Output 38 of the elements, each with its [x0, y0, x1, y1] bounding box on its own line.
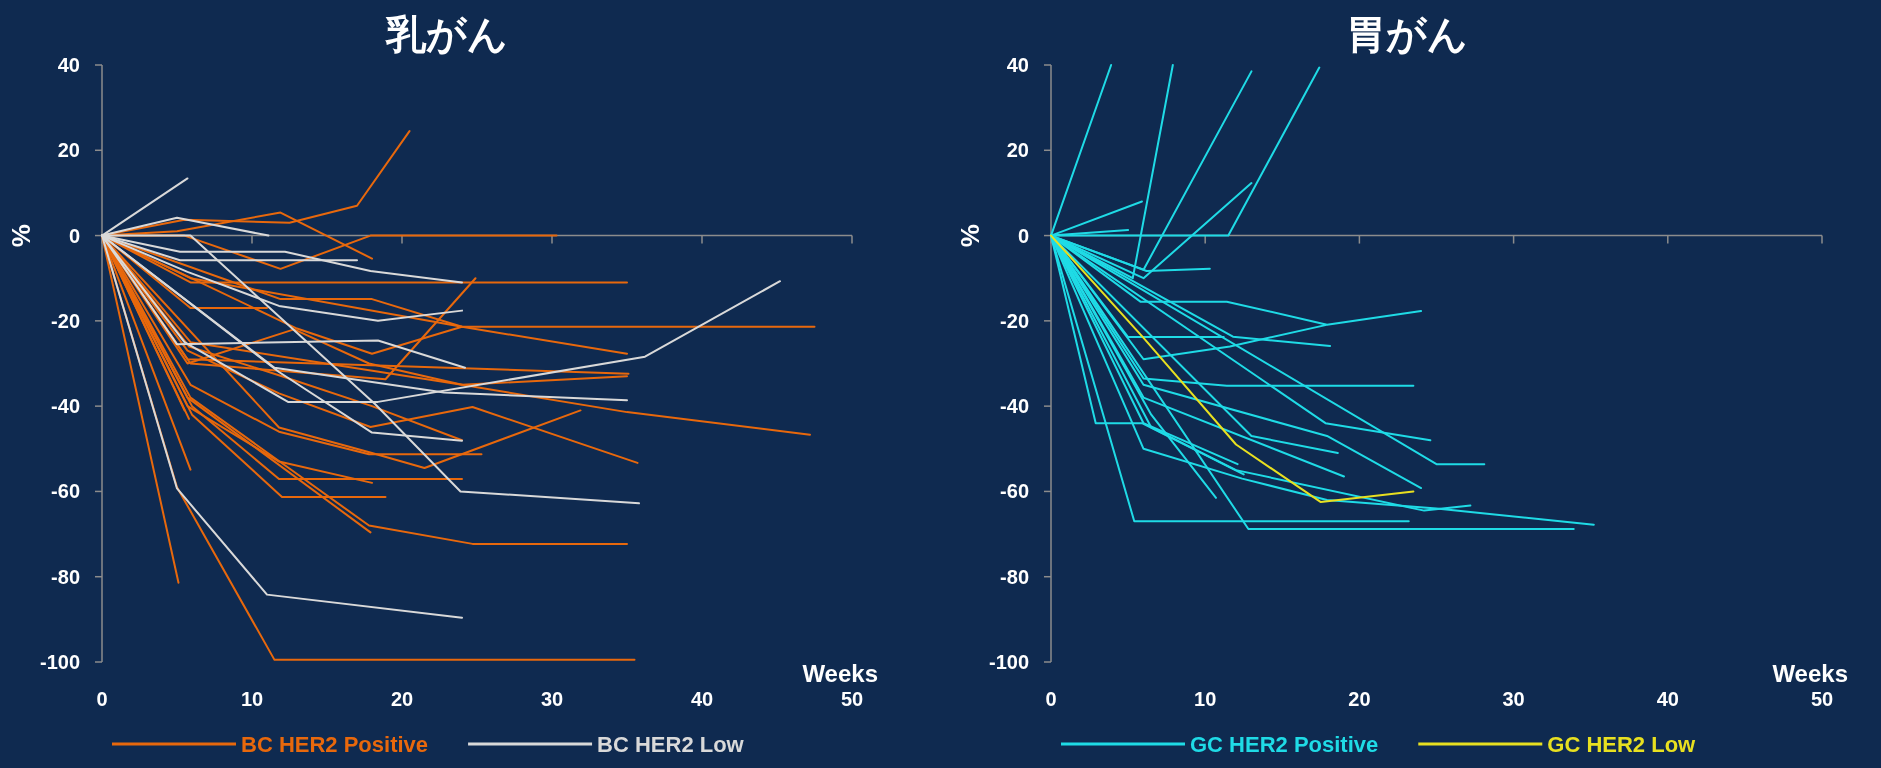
y-tick-label: -40: [1000, 395, 1029, 418]
y-tick-label: -100: [988, 651, 1029, 673]
y-tick-label: 20: [57, 139, 80, 162]
x-tick-label: 0: [1045, 688, 1057, 710]
y-tick-label: -20: [1000, 309, 1029, 332]
y-axis-title: %: [955, 224, 985, 248]
x-tick-label: 40: [690, 688, 714, 710]
x-tick-label: 30: [1502, 688, 1525, 710]
y-tick-label: -80: [51, 565, 80, 588]
x-axis-title: Weeks: [1772, 660, 1848, 687]
y-tick-label: 40: [57, 54, 80, 76]
y-tick-label: -60: [1000, 480, 1029, 503]
x-tick-label: 20: [1348, 688, 1371, 710]
legend: BC HER2 Low: [468, 732, 744, 757]
legend: GC HER2 Low: [1418, 732, 1696, 757]
y-tick-label: -20: [51, 309, 80, 332]
y-tick-label: -60: [51, 480, 80, 503]
x-tick-label: 10: [1194, 688, 1217, 710]
x-tick-label: 50: [840, 688, 864, 710]
y-tick-label: -100: [39, 651, 80, 673]
x-tick-label: 10: [240, 688, 264, 710]
x-axis-title: Weeks: [802, 660, 878, 687]
x-tick-label: 50: [1810, 688, 1834, 710]
x-tick-label: 40: [1656, 688, 1679, 710]
y-tick-label: -80: [1000, 565, 1029, 588]
y-tick-label: 0: [68, 224, 80, 247]
legend: GC HER2 Positive: [1061, 732, 1379, 757]
chart-title: 胃がん: [1345, 11, 1468, 57]
y-tick-label: 0: [1017, 224, 1029, 247]
legend: BC HER2 Positive: [112, 732, 429, 757]
y-tick-label: 40: [1006, 54, 1029, 76]
chart-title: 乳がん: [385, 11, 508, 57]
x-tick-label: 0: [96, 688, 108, 710]
x-tick-label: 20: [390, 688, 414, 710]
y-axis-title: %: [6, 224, 36, 248]
x-tick-label: 30: [540, 688, 564, 710]
y-tick-label: -40: [51, 395, 80, 418]
y-tick-label: 20: [1006, 139, 1029, 162]
